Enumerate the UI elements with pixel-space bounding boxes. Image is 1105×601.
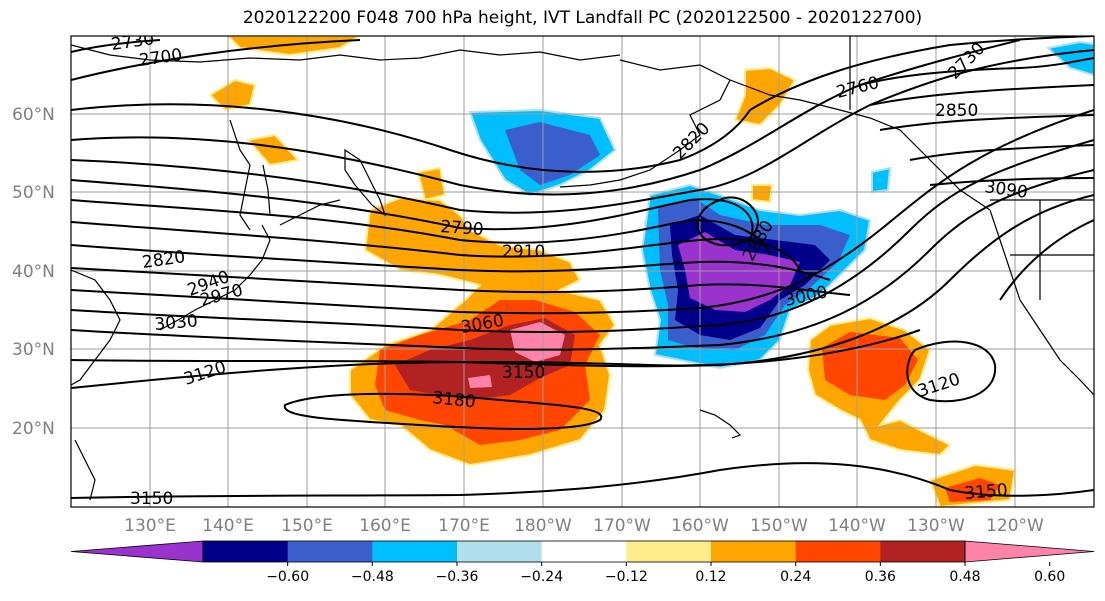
lat-label: 50°N — [12, 183, 55, 203]
contour-d — [71, 179, 754, 241]
colorbar-tick-label: 0.36 — [865, 569, 896, 585]
contour-label: 2910 — [502, 242, 545, 262]
height-contours — [71, 36, 1094, 499]
shade-redorange-southeast — [945, 478, 1000, 502]
shade-pink-small — [468, 375, 492, 388]
coast-kamchatka — [344, 148, 387, 217]
contour-label: 2850 — [935, 101, 978, 121]
contour-label: 3030 — [154, 311, 199, 335]
contour-na-3 — [869, 84, 1094, 106]
contour-3120 — [71, 219, 1094, 389]
map-area: 2730 2700 2760 2730 2850 2820 3090 2790 … — [71, 29, 1094, 509]
figure-title: 2020122200 F048 700 hPa height, IVT Land… — [242, 8, 923, 28]
contour-3180 — [283, 392, 603, 430]
coast-kuril — [279, 199, 341, 226]
lon-label: 120°W — [986, 516, 1044, 536]
contour-label: 2790 — [440, 217, 485, 240]
shade-orange-small — [751, 184, 774, 204]
coast-alaska — [559, 59, 731, 188]
colorbar-tick-label: 0.12 — [695, 569, 726, 585]
colorbar-outline — [202, 540, 966, 563]
lon-label: 160°W — [671, 516, 729, 536]
colorbar-tick-label: −0.36 — [436, 569, 479, 585]
colorbar-swatch — [711, 541, 797, 562]
longitude-labels: 130°E 140°E 150°E 160°E 170°E 180°W 170°… — [124, 516, 1044, 536]
coast-okhotsk — [229, 119, 251, 231]
contour-label: 3150 — [130, 489, 173, 509]
contour-na-5 — [909, 144, 1094, 161]
colorbar-tick-label: −0.60 — [266, 569, 309, 585]
border-us-canada — [849, 36, 1094, 300]
coast-alaska-gulf — [729, 79, 991, 211]
latitude-labels: 60°N 50°N 40°N 30°N 20°N — [12, 105, 55, 439]
lat-label: 20°N — [12, 419, 55, 439]
colorbar-tick-label: −0.48 — [351, 569, 394, 585]
colorbar-swatch — [457, 541, 543, 562]
contour-3150-south — [71, 462, 1094, 499]
contour-2730 — [71, 39, 161, 53]
contour-na-1 — [749, 36, 1094, 111]
coast-asia-north — [71, 44, 621, 63]
colorbar-swatch — [372, 541, 458, 562]
colorbar-extend-high — [964, 540, 1095, 563]
contour-g — [71, 244, 831, 281]
shade-orange-north3 — [246, 133, 300, 167]
lon-label: 140°E — [202, 516, 254, 536]
contour-3120-east — [906, 340, 997, 403]
contour-2700 — [71, 39, 361, 81]
coast-hawaii — [699, 409, 742, 439]
contour-low-center — [696, 196, 760, 247]
colorbar: −0.60 −0.48 −0.36 −0.24 −0.12 0.12 0.24 0.36 0.4… — [70, 540, 1095, 585]
contour-b — [71, 39, 1021, 196]
colorbar-tick-label: 0.24 — [780, 569, 811, 585]
contour-k — [71, 169, 1094, 351]
lon-label: 170°E — [438, 516, 490, 536]
colorbar-tick-label: 0.60 — [1034, 569, 1065, 585]
lat-label: 40°N — [12, 262, 55, 282]
contour-j — [71, 139, 1094, 334]
colorbar-tick-label: −0.12 — [605, 569, 648, 585]
shade-orange-north1 — [226, 36, 362, 57]
colorbar-tick-label: −0.24 — [520, 569, 563, 585]
coast-korea-china — [71, 269, 121, 386]
shade-purple-main — [678, 232, 800, 312]
contour-na-2 — [859, 57, 1094, 86]
contour-a — [71, 103, 751, 173]
contour-na-4 — [879, 114, 1094, 131]
lon-label: 180°W — [514, 516, 572, 536]
contour-h — [71, 267, 851, 296]
lat-label: 30°N — [12, 340, 55, 360]
lat-label: 60°N — [12, 105, 55, 125]
contour-i — [71, 109, 1094, 315]
lon-label: 160°E — [359, 516, 411, 536]
contour-label: 3150 — [502, 363, 545, 383]
lon-label: 150°E — [281, 516, 333, 536]
contour-label: 2730 — [110, 29, 156, 55]
contour-label: 3150 — [964, 480, 1009, 504]
contour-e — [71, 199, 771, 256]
map-frame — [70, 35, 1095, 508]
colorbar-tick-label: 0.48 — [949, 569, 980, 585]
colorbar-extend-low — [70, 540, 204, 563]
contour-label: 3180 — [431, 388, 476, 412]
coast-na-west — [989, 209, 1094, 396]
contour-na-6 — [929, 177, 1094, 186]
shade-orange-north2 — [208, 78, 257, 112]
shade-skyblue-small — [871, 166, 892, 194]
contour-c — [71, 49, 1094, 214]
colorbar-swatch — [626, 541, 712, 562]
colorbar-swatch — [541, 541, 627, 562]
coast-philippines — [74, 439, 96, 501]
lon-label: 130°W — [907, 516, 965, 536]
colorbar-swatch — [795, 541, 881, 562]
lon-label: 130°E — [124, 516, 176, 536]
lon-label: 170°W — [593, 516, 651, 536]
lon-label: 140°W — [828, 516, 886, 536]
colorbar-swatch — [880, 541, 966, 562]
colorbar-swatch — [287, 541, 373, 562]
colorbar-swatch — [203, 541, 289, 562]
lon-label: 150°W — [750, 516, 808, 536]
coast-sakhalin — [262, 164, 271, 216]
